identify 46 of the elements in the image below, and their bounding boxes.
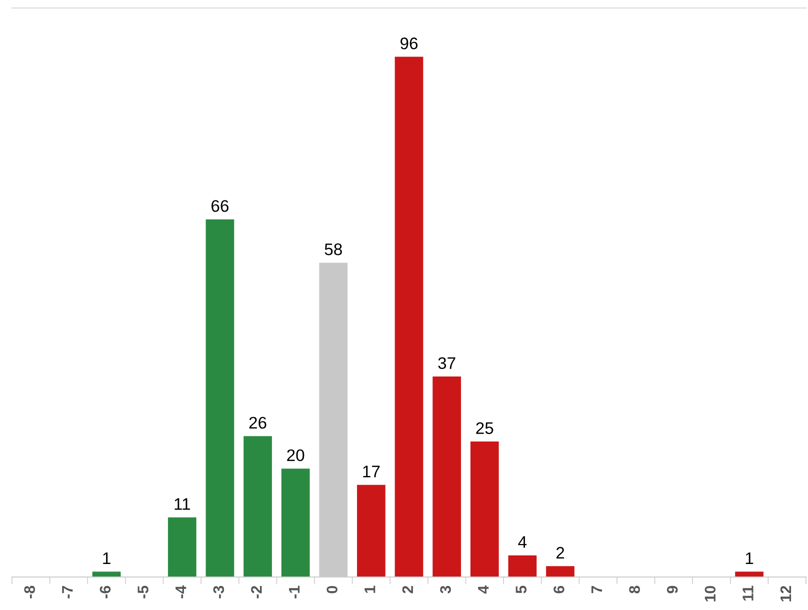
bar [92, 572, 121, 577]
x-tick-label: 3 [440, 586, 451, 594]
x-tick-label: 7 [591, 586, 602, 594]
x-tick-label: -4 [176, 585, 186, 598]
x-tick-label: -5 [138, 586, 148, 598]
x-tick-label: 1 [364, 586, 376, 593]
x-tick-label: 9 [666, 586, 678, 594]
bar [508, 555, 537, 577]
x-tick-label: -1 [289, 586, 300, 598]
x-tick-label: -6 [100, 586, 111, 598]
bar [432, 376, 461, 577]
data-label: 2 [556, 546, 564, 559]
data-label: 66 [212, 200, 228, 212]
data-label: 96 [400, 38, 418, 50]
x-tick-label: 2 [402, 586, 413, 594]
x-tick-label: -3 [213, 586, 224, 598]
x-tick-label: 6 [554, 586, 564, 594]
bar [168, 517, 196, 577]
bar [357, 484, 386, 577]
bar [206, 219, 234, 577]
data-label: 25 [476, 422, 494, 434]
data-label: 37 [438, 357, 456, 370]
bar [470, 442, 499, 577]
x-tick-label: -7 [62, 586, 73, 598]
bar [244, 436, 272, 577]
bar [735, 572, 764, 577]
bar [394, 56, 424, 577]
data-label: 11 [174, 498, 190, 510]
x-tick-label: 12 [780, 586, 792, 602]
x-tick-label: 0 [326, 586, 338, 594]
data-label: 58 [324, 243, 342, 256]
x-tick-label: 4 [478, 585, 489, 594]
x-tick-label: 5 [516, 586, 527, 594]
data-label: 20 [287, 449, 304, 462]
data-label: 1 [746, 552, 754, 564]
data-label: 26 [249, 416, 266, 429]
data-label: 17 [363, 466, 380, 478]
x-tick-label: 8 [629, 586, 640, 594]
x-tick-label: 11 [742, 586, 754, 601]
data-label: 4 [518, 536, 527, 548]
x-tick-label: -2 [251, 586, 262, 598]
x-tick-label: -8 [24, 586, 36, 598]
bar [281, 468, 310, 577]
x-tick-label: 10 [704, 586, 716, 602]
bar [546, 566, 574, 577]
data-label: 1 [103, 552, 110, 564]
